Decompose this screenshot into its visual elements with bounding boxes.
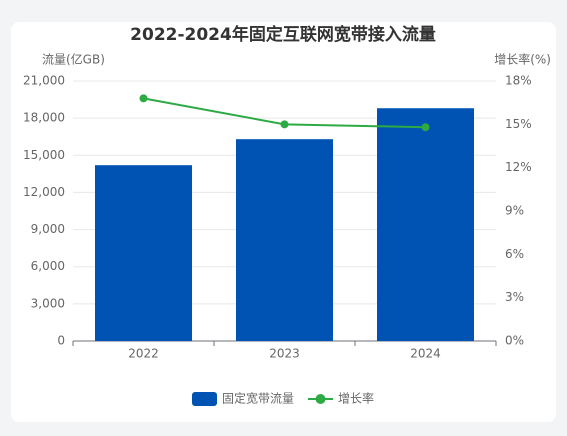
line-point <box>139 94 148 103</box>
x-tick-label: 2024 <box>410 347 441 361</box>
line-point <box>280 120 289 129</box>
y2-tick-label: 12% <box>505 160 532 174</box>
legend-label: 固定宽带流量 <box>222 391 294 406</box>
y-tick-label: 21,000 <box>23 74 65 88</box>
y2-axis-title: 增长率(%) <box>494 52 551 67</box>
bar <box>236 139 333 341</box>
y2-tick-label: 15% <box>505 117 532 131</box>
y2-tick-label: 18% <box>505 74 532 88</box>
y-tick-label: 0 <box>57 334 65 348</box>
bar <box>377 108 474 341</box>
x-tick-label: 2022 <box>128 347 159 361</box>
y2-tick-label: 9% <box>505 204 524 218</box>
y-tick-label: 3,000 <box>31 296 65 310</box>
legend-label: 增长率 <box>338 391 374 406</box>
y2-tick-label: 3% <box>505 290 524 304</box>
x-tick-label: 2023 <box>269 347 300 361</box>
y-axis-title: 流量(亿GB) <box>42 52 105 67</box>
bar <box>95 165 192 341</box>
y-tick-label: 18,000 <box>23 111 65 125</box>
y-tick-label: 9,000 <box>31 222 65 236</box>
legend-swatch <box>315 394 326 404</box>
y-tick-label: 6,000 <box>31 259 65 273</box>
y2-tick-label: 6% <box>505 247 524 261</box>
line-point <box>421 123 430 132</box>
chart-title: 2022-2024年固定互联网宽带接入流量 <box>130 24 436 45</box>
legend-swatch <box>192 392 217 406</box>
y-tick-label: 15,000 <box>23 148 65 162</box>
y2-tick-label: 0% <box>505 334 524 348</box>
y-tick-label: 12,000 <box>23 185 65 199</box>
